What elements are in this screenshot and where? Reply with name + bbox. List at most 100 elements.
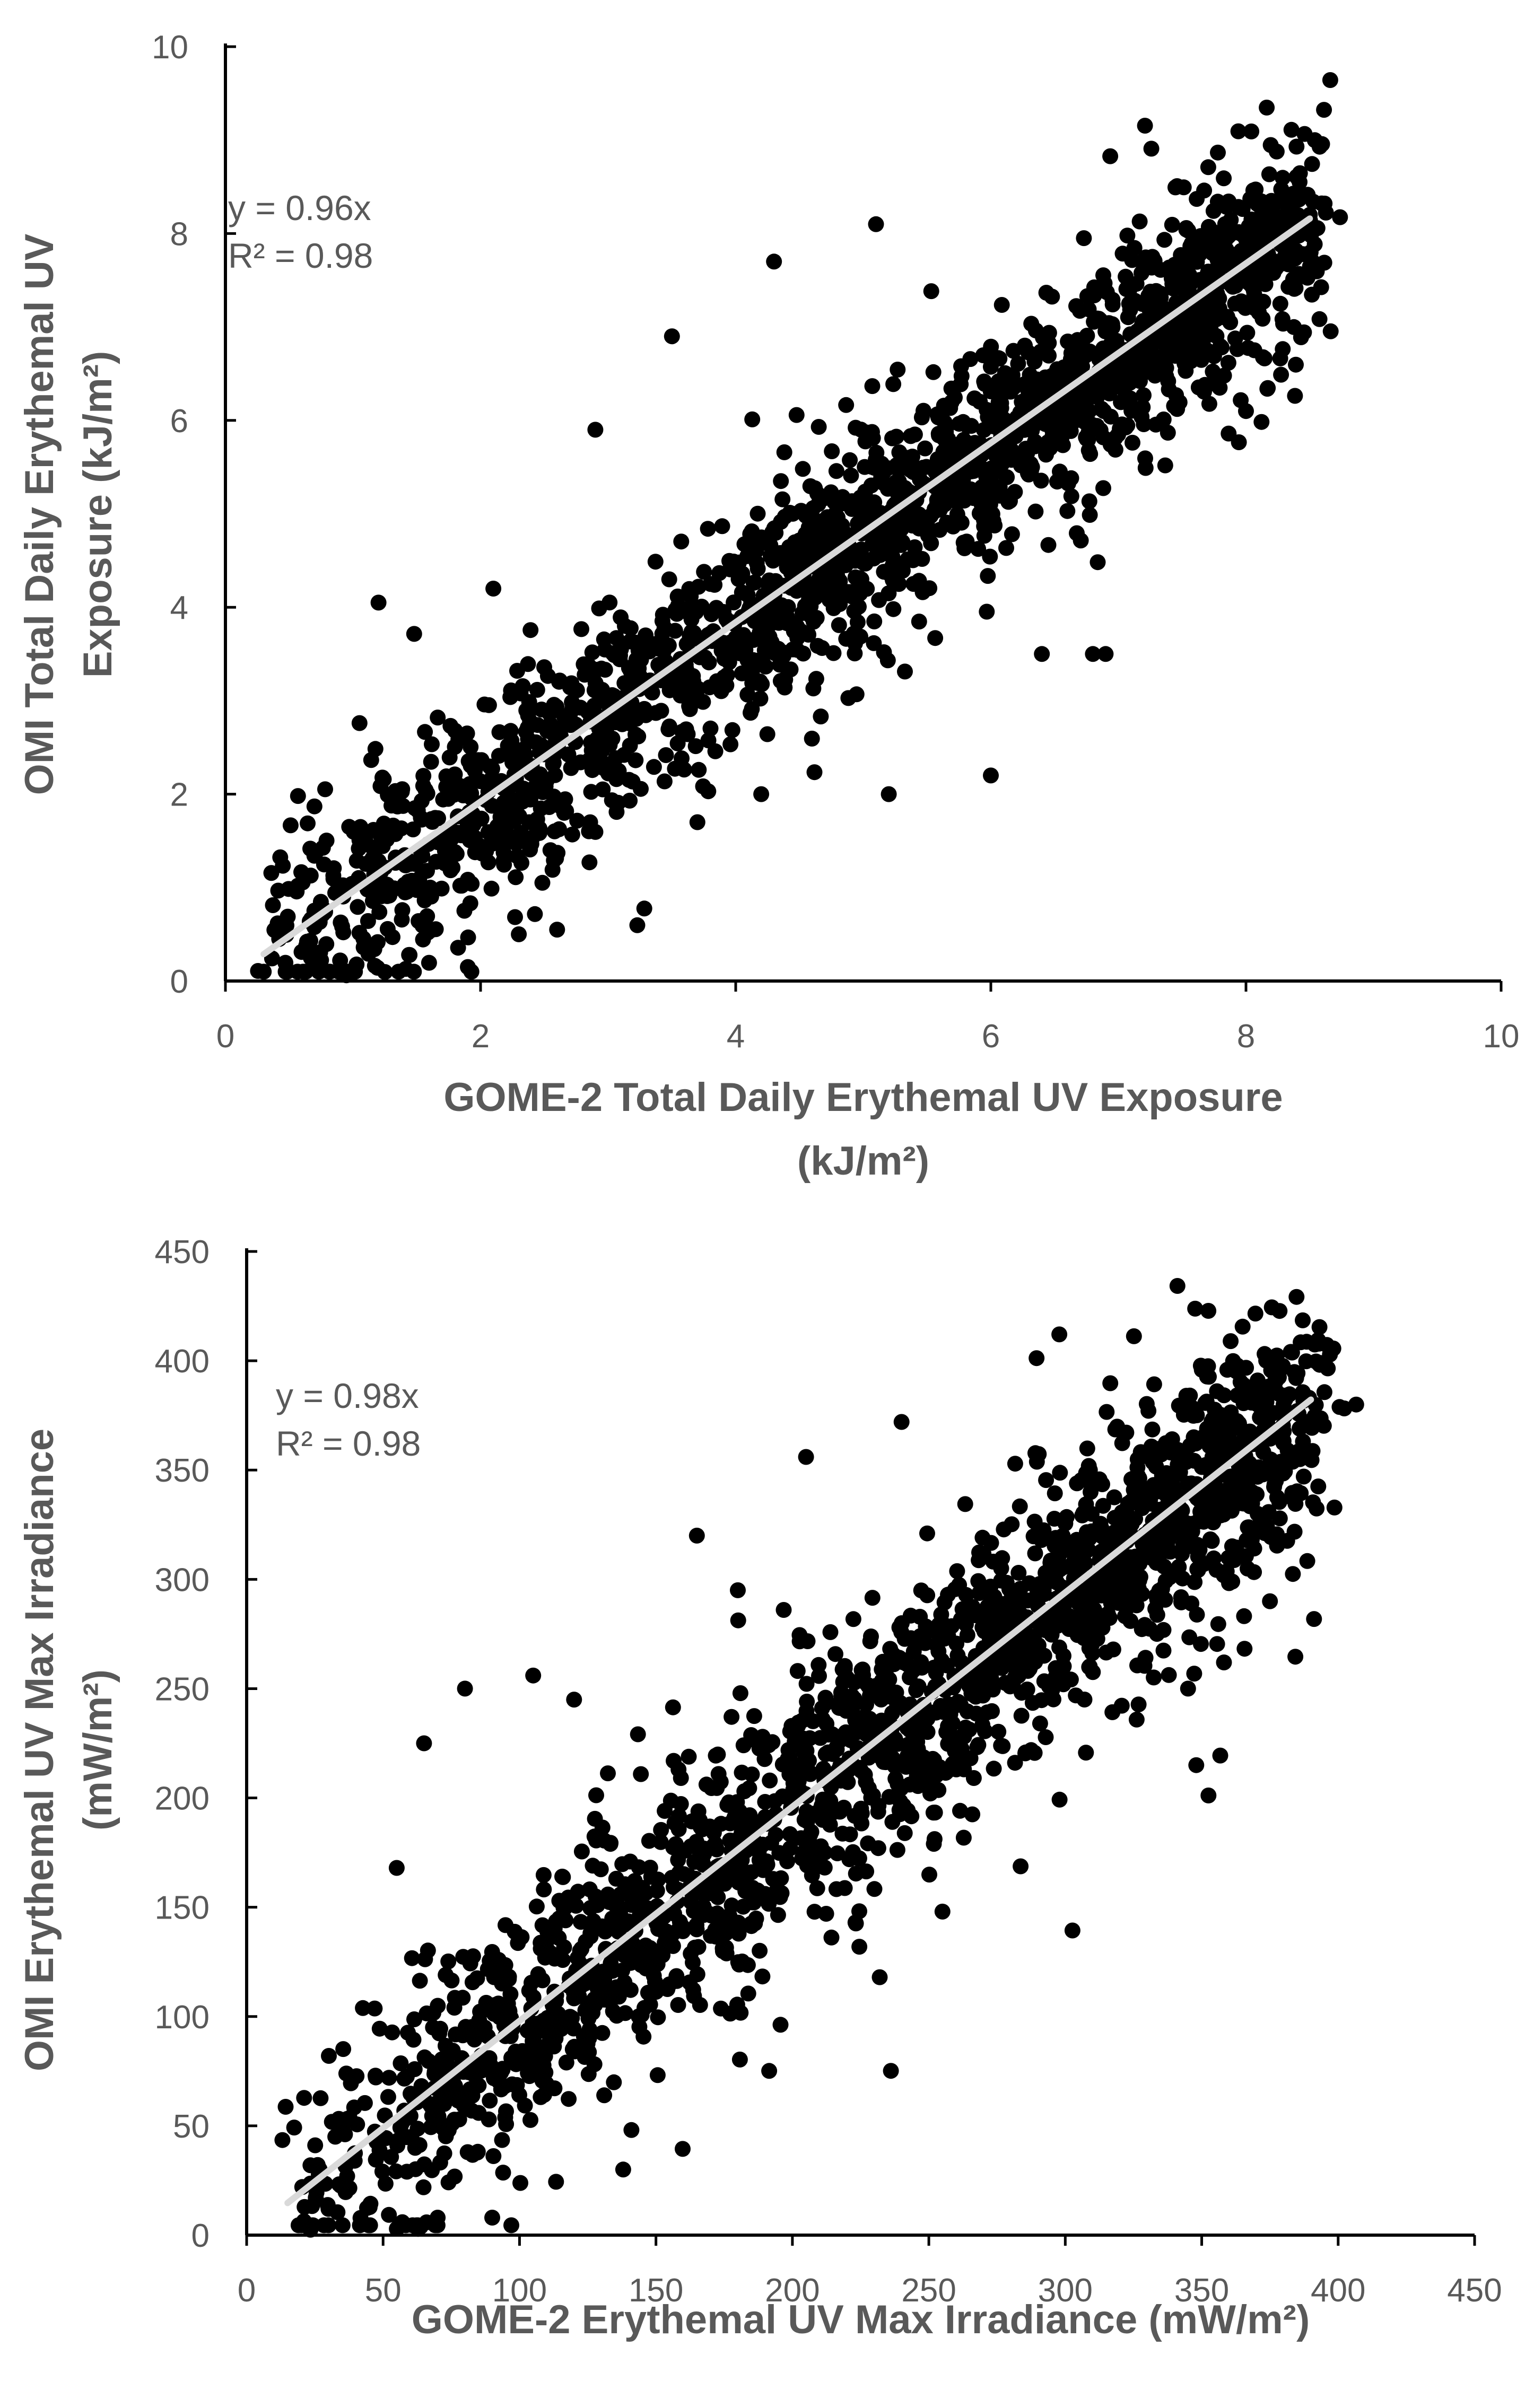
data-point <box>664 1870 680 1886</box>
data-point <box>970 1737 987 1753</box>
r-squared-label: R² = 0.98 <box>276 1424 421 1463</box>
data-point <box>939 1723 956 1740</box>
data-point <box>600 1765 616 1782</box>
data-point <box>1322 1346 1338 1363</box>
data-point <box>1016 376 1032 392</box>
data-point <box>900 1736 917 1753</box>
data-point <box>1229 341 1245 357</box>
data-point <box>695 1907 712 1923</box>
data-point <box>1311 138 1328 155</box>
y-tick-label: 50 <box>173 2108 210 2145</box>
data-point <box>740 1985 756 2002</box>
data-point <box>572 1914 589 1930</box>
data-point <box>657 1803 673 1819</box>
data-point <box>1218 216 1234 233</box>
data-point <box>1230 123 1247 139</box>
data-point <box>617 2005 633 2021</box>
data-point <box>290 788 306 804</box>
data-point <box>470 2105 487 2121</box>
data-point <box>430 2210 446 2226</box>
data-point <box>412 1973 428 1989</box>
data-point <box>634 1897 651 1913</box>
data-point <box>718 1911 735 1928</box>
data-point <box>652 1834 669 1850</box>
data-point <box>430 710 446 726</box>
data-point <box>1253 414 1270 430</box>
data-point <box>953 1611 969 1627</box>
x-tick-label: 400 <box>1311 2272 1365 2309</box>
data-point <box>876 644 892 660</box>
data-point <box>1040 537 1057 553</box>
data-point <box>782 1826 798 1842</box>
data-point <box>525 1667 542 1684</box>
data-point <box>649 1882 665 1899</box>
data-point <box>857 459 873 475</box>
data-point <box>973 480 989 497</box>
data-point <box>536 1881 552 1898</box>
data-point <box>744 411 761 427</box>
data-point <box>461 832 478 848</box>
data-point <box>690 1939 707 1955</box>
data-point <box>1013 457 1029 474</box>
data-point <box>1003 383 1019 400</box>
data-point <box>646 1968 662 1984</box>
data-point <box>300 815 316 831</box>
data-point <box>667 760 683 777</box>
x-tick-label: 6 <box>982 1018 1000 1055</box>
data-point <box>368 2069 384 2086</box>
data-point <box>845 1611 861 1627</box>
data-point <box>1135 399 1151 415</box>
x-tick-label: 250 <box>901 2272 956 2309</box>
x-tick-label: 450 <box>1447 2272 1502 2309</box>
data-point <box>1073 532 1089 549</box>
data-point <box>682 1974 698 1991</box>
data-point <box>1204 1482 1220 1498</box>
data-point <box>775 1602 792 1618</box>
data-point <box>350 899 366 915</box>
data-point <box>749 505 766 522</box>
data-point <box>1156 1558 1172 1575</box>
data-point <box>1310 1478 1327 1495</box>
data-point <box>713 1924 730 1941</box>
data-point <box>1078 1496 1094 1512</box>
data-point <box>881 786 897 802</box>
data-point <box>377 2107 393 2124</box>
data-point <box>1075 1583 1092 1599</box>
data-point <box>330 2111 347 2127</box>
data-point <box>732 1685 748 1701</box>
data-point <box>1094 1476 1110 1492</box>
data-point <box>554 1868 570 1885</box>
data-point <box>885 529 901 545</box>
data-point <box>642 1940 658 1956</box>
data-point <box>631 660 647 677</box>
data-point <box>990 441 1007 457</box>
data-point <box>597 1923 613 1940</box>
data-point <box>1155 1642 1172 1659</box>
data-point <box>500 738 516 754</box>
data-point <box>782 1723 798 1740</box>
data-point <box>416 1735 432 1752</box>
data-point <box>949 1563 965 1579</box>
data-point <box>524 829 541 846</box>
data-point <box>798 1803 815 1820</box>
data-point <box>605 1895 622 1912</box>
data-point <box>509 2077 525 2093</box>
data-point <box>919 1525 935 1542</box>
data-point <box>462 895 478 912</box>
data-point <box>806 1904 823 1920</box>
data-point <box>1140 1403 1157 1419</box>
data-point <box>650 2009 666 2026</box>
data-point <box>750 675 766 691</box>
data-point <box>594 2025 611 2041</box>
data-point <box>1286 1364 1303 1380</box>
data-point <box>649 2067 666 2083</box>
data-point <box>335 2041 352 2057</box>
data-point <box>1112 1579 1128 1595</box>
data-point <box>681 698 698 714</box>
data-point <box>1178 363 1194 379</box>
data-point <box>1128 1711 1145 1728</box>
data-point <box>603 1955 619 1972</box>
data-point <box>658 747 674 763</box>
data-point <box>927 1805 943 1821</box>
trendline-equation: y = 0.96x <box>228 188 371 227</box>
